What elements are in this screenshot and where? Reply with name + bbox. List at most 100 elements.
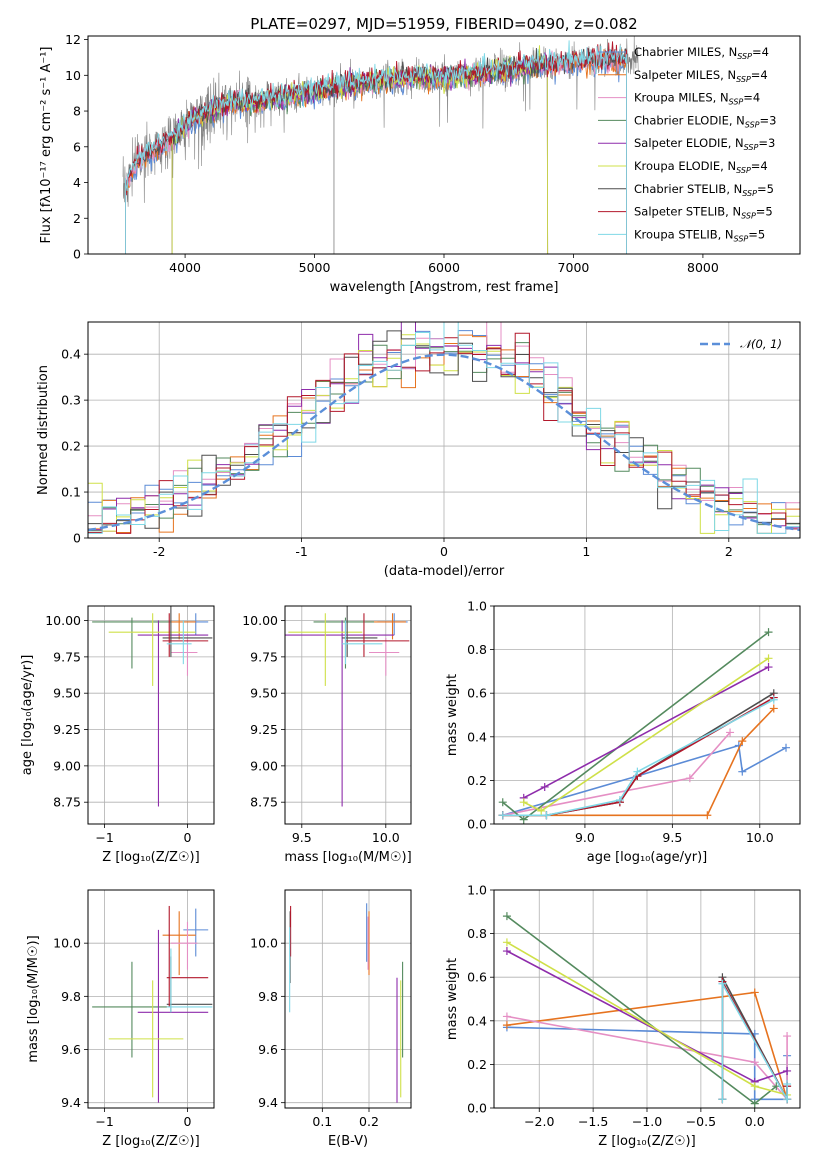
y-tick-label: 0.6 xyxy=(467,970,487,985)
axes-overlay: −1 0 9.4 9.6 9.8 10.0 Z [log₁₀(Z/Z☉)] mass [log… xyxy=(26,889,215,1149)
x-tick-label: 0.2 xyxy=(359,1114,379,1129)
y-tick-label: 9.8 xyxy=(61,989,81,1004)
legend-label-gaussian: 𝒩(0, 1) xyxy=(740,337,782,351)
y-tick-label: 9.6 xyxy=(258,1042,278,1057)
y-tick-label: 9.8 xyxy=(258,989,278,1004)
y-tick-label: 0.8 xyxy=(467,926,487,941)
y-tick-label: 0.3 xyxy=(61,393,81,408)
residual-histogram-chabrier_stelib xyxy=(88,330,800,529)
y-tick-label: 9.00 xyxy=(53,758,81,773)
x-axis-label: mass [log₁₀(M/M☉)] xyxy=(284,850,411,865)
weight-marker-salpeter_miles xyxy=(750,988,759,997)
legend-label-salpeter_stelib: Salpeter STELIB, NSSP=5 xyxy=(634,205,773,221)
weight-marker-kroupa_elodie xyxy=(750,1082,759,1091)
plot-area xyxy=(289,903,404,1103)
legend-label-chabrier_miles: Chabrier MILES, NSSP=4 xyxy=(634,45,769,61)
x-tick-label: 9.0 xyxy=(575,830,595,845)
x-tick-label: 10.0 xyxy=(746,830,774,845)
y-tick-label: 0.4 xyxy=(61,347,81,362)
y-tick-label: 0.1 xyxy=(61,485,81,500)
legend-label-chabrier_elodie: Chabrier ELODIE, NSSP=3 xyxy=(634,113,776,129)
y-tick-label: 2 xyxy=(73,211,81,226)
y-tick-label: 9.4 xyxy=(258,1095,278,1110)
x-tick-label: 1 xyxy=(582,544,590,559)
y-tick-label: 10 xyxy=(65,68,81,83)
plot-area xyxy=(502,912,792,1108)
x-tick-label: 9.5 xyxy=(662,830,682,845)
axes-overlay: 0.1 0.2 9.4 9.6 9.8 10.0 E(B-V) xyxy=(250,889,412,1149)
plot-area xyxy=(285,606,410,807)
weight-marker-salpeter_miles xyxy=(738,737,747,746)
axes-overlay: 9.5 10.0 8.75 9.00 9.25 9.50 9.75 10.00 mass [lo… xyxy=(242,605,412,865)
x-tick-label: 0 xyxy=(183,1114,191,1129)
plot-area xyxy=(88,322,800,534)
axes-frame xyxy=(284,605,412,825)
x-tick-label: −1.0 xyxy=(632,1114,662,1129)
weight-marker-kroupa_stelib xyxy=(769,695,778,704)
y-tick-label: 0 xyxy=(73,247,81,262)
weight-line-salpeter_stelib xyxy=(502,696,775,817)
y-tick-label: 10.0 xyxy=(250,936,278,951)
axes-frame xyxy=(87,605,215,825)
x-tick-label: 7000 xyxy=(558,260,590,275)
x-tick-label: 10.0 xyxy=(372,830,400,845)
weight-line-chabrier_elodie xyxy=(502,631,769,821)
y-axis-label: age [log₁₀(age/yr)] xyxy=(20,655,35,776)
spectrum-legend: Chabrier MILES, NSSP=4 Salpeter MILES, NS… xyxy=(598,45,776,243)
panel-spectrum: 4000 5000 6000 7000 8000 0 2 4 6 8 10 12 wavelength … xyxy=(39,32,801,295)
y-tick-label: 9.25 xyxy=(250,722,278,737)
panel-residuals: -2 -1 0 1 2 0 0.1 0.2 0.3 0.4 (data-model)/error No… xyxy=(36,321,801,579)
weight-marker-chabrier_elodie xyxy=(519,815,528,824)
y-tick-label: 0.4 xyxy=(467,729,487,744)
x-tick-label: −1.5 xyxy=(578,1114,608,1129)
weight-line-chabrier_stelib xyxy=(502,692,775,817)
y-tick-label: 0.2 xyxy=(467,773,487,788)
weight-marker-salpeter_elodie xyxy=(783,1066,792,1075)
weight-marker-kroupa_elodie xyxy=(764,654,773,663)
x-axis-label: (data-model)/error xyxy=(384,564,505,579)
x-tick-label: -1 xyxy=(295,544,307,559)
y-tick-label: 9.50 xyxy=(53,686,81,701)
y-tick-label: 9.4 xyxy=(61,1095,81,1110)
panel-age_vs_mass: 9.5 10.0 8.75 9.00 9.25 9.50 9.75 10.00 mass [lo… xyxy=(242,605,412,865)
y-tick-label: 1.0 xyxy=(467,883,487,898)
axes-overlay: 9.0 9.5 10.0 0.0 0.2 0.4 0.6 0.8 1.0 age [log₁₀(a… xyxy=(445,599,801,865)
weight-marker-salpeter_elodie xyxy=(502,947,511,956)
y-tick-label: 0.2 xyxy=(61,439,81,454)
axes-overlay: −1 0 8.75 9.00 9.25 9.50 9.75 10.00 Z [log₁₀(Z/Z… xyxy=(20,605,215,865)
x-tick-label: 5000 xyxy=(299,260,331,275)
x-tick-label: 0.1 xyxy=(312,1114,332,1129)
x-tick-label: −1 xyxy=(95,1114,113,1129)
x-axis-label: Z [log₁₀(Z/Z☉)] xyxy=(102,850,199,865)
plot-area xyxy=(122,36,639,254)
y-tick-label: 9.75 xyxy=(53,649,81,664)
axes-overlay: −2.0 −1.5 −1.0 −0.5 0.0 0.0 0.2 0.4 0.6 0.8 1.0 Z [… xyxy=(445,883,801,1149)
x-tick-label: 0 xyxy=(183,830,191,845)
legend-label-kroupa_elodie: Kroupa ELODIE, NSSP=4 xyxy=(634,159,768,175)
gaussian-reference-curve xyxy=(88,353,800,532)
y-tick-label: 0.4 xyxy=(467,1013,487,1028)
y-tick-label: 0.0 xyxy=(467,817,487,832)
x-axis-label: Z [log₁₀(Z/Z☉)] xyxy=(102,1134,199,1149)
x-tick-label: 4000 xyxy=(169,260,201,275)
weight-marker-kroupa_stelib xyxy=(498,811,507,820)
y-tick-label: 4 xyxy=(73,175,81,190)
y-tick-label: 8.75 xyxy=(53,795,81,810)
x-axis-label: Z [log₁₀(Z/Z☉)] xyxy=(598,1134,695,1149)
x-axis-label: wavelength [Angstrom, rest frame] xyxy=(330,280,559,295)
y-axis-label: mass [log₁₀(M/M☉)] xyxy=(26,935,41,1062)
weight-marker-kroupa_miles xyxy=(750,1058,759,1067)
axes-frame xyxy=(493,605,801,825)
y-tick-label: 6 xyxy=(73,139,81,154)
weight-marker-salpeter_miles xyxy=(502,1021,511,1030)
panel-weight_vs_Z: −2.0 −1.5 −1.0 −0.5 0.0 0.0 0.2 0.4 0.6 0.8 1.0 Z [… xyxy=(445,883,801,1149)
y-tick-label: 0.2 xyxy=(467,1057,487,1072)
weight-line-kroupa_elodie xyxy=(523,657,769,812)
x-tick-label: -2 xyxy=(153,544,165,559)
y-tick-label: 9.75 xyxy=(250,649,278,664)
x-tick-label: −2.0 xyxy=(524,1114,554,1129)
y-tick-label: 0.8 xyxy=(467,642,487,657)
y-tick-label: 9.25 xyxy=(53,722,81,737)
y-tick-label: 9.00 xyxy=(250,758,278,773)
y-tick-label: 8 xyxy=(73,104,81,119)
